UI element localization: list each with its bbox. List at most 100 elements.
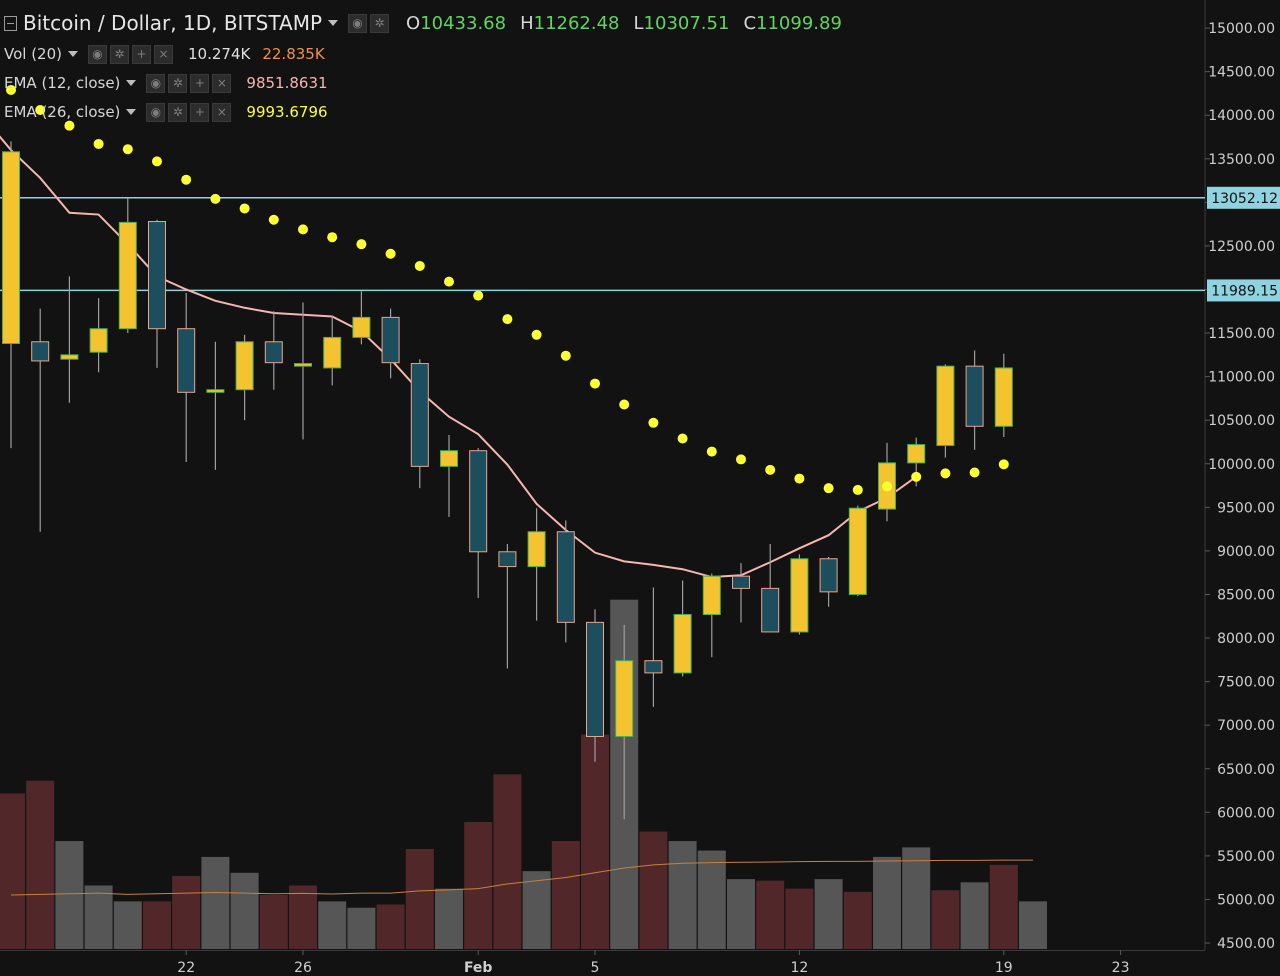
eye-icon[interactable]: ◉ — [88, 44, 108, 64]
plus-icon[interactable]: + — [190, 102, 210, 122]
gear-icon[interactable]: ✲ — [168, 102, 188, 122]
chevron-down-icon[interactable] — [68, 51, 79, 57]
price-tick-label: 8000.00 — [1217, 631, 1275, 647]
collapse-icon[interactable] — [4, 15, 17, 31]
ema26-point — [181, 174, 192, 185]
candle-body — [615, 660, 634, 738]
candle-body — [294, 363, 312, 367]
price-tick-label: 9000.00 — [1217, 544, 1275, 560]
ema26-point — [619, 399, 630, 410]
volume-bar — [259, 895, 288, 949]
gear-icon[interactable]: ✲ — [110, 44, 130, 64]
volume-bar — [756, 880, 785, 949]
candle-body — [410, 363, 429, 467]
volume-bar — [347, 907, 376, 949]
ema26-point — [706, 446, 717, 457]
volume-bar — [55, 841, 84, 949]
volume-bar — [493, 774, 522, 949]
eye-icon[interactable]: ◉ — [348, 13, 368, 33]
candle-body — [527, 531, 546, 568]
volume-bar — [873, 856, 901, 949]
ema26-point — [531, 329, 542, 340]
ema26-point — [35, 104, 46, 115]
eye-icon[interactable]: ◉ — [146, 73, 166, 93]
volume-ma-value: 22.835K — [262, 45, 325, 63]
candle-body — [556, 531, 575, 623]
ema26-point — [560, 350, 571, 361]
candle-body — [31, 341, 50, 362]
price-tick-label: 7000.00 — [1217, 718, 1275, 734]
price-tick-label: 5500.00 — [1217, 849, 1275, 865]
candle-body — [469, 450, 488, 553]
ema26-point — [794, 473, 805, 484]
ema26-point — [736, 454, 746, 465]
volume-bar — [376, 904, 405, 949]
volume-bar — [0, 793, 25, 949]
ema26-point — [239, 203, 250, 214]
price-tick-label: 14000.00 — [1208, 108, 1275, 124]
volume-bar — [289, 885, 317, 949]
candle-body — [702, 575, 721, 616]
ema26-point — [152, 156, 162, 167]
plus-icon[interactable]: + — [190, 73, 210, 93]
ema26-point — [911, 471, 922, 482]
price-tick-label: 11500.00 — [1208, 326, 1275, 342]
plus-icon[interactable]: + — [132, 44, 152, 64]
close-icon[interactable]: × — [212, 73, 232, 93]
ema26-point — [940, 468, 951, 479]
close-label: C — [743, 12, 757, 34]
gear-icon[interactable]: ✲ — [370, 13, 390, 33]
ema26-point — [823, 483, 834, 494]
time-tick-label: 5 — [591, 960, 600, 976]
volume-bar — [931, 890, 960, 949]
volume-bar — [113, 901, 142, 949]
eye-icon[interactable]: ◉ — [146, 102, 166, 122]
time-tick-label: 23 — [1112, 960, 1130, 976]
ema26-value: 9993.6796 — [246, 103, 328, 121]
ema26-point — [969, 467, 980, 478]
chevron-down-icon[interactable] — [328, 20, 339, 26]
ema26-point — [852, 484, 863, 495]
ema26-point — [648, 417, 659, 428]
volume-bar — [902, 847, 931, 949]
ema26-point — [6, 84, 16, 95]
candle-body — [644, 660, 663, 674]
price-tick-label: 6500.00 — [1217, 762, 1275, 778]
ema26-point — [385, 248, 396, 259]
close-icon[interactable]: × — [212, 102, 232, 122]
volume-bar — [697, 850, 726, 949]
candle-body — [2, 151, 20, 345]
volume-label[interactable]: Vol (20) — [4, 45, 63, 63]
ema26-point — [765, 464, 776, 475]
symbol-title[interactable]: Bitcoin / Dollar, 1D, BITSTAMP — [23, 11, 323, 35]
volume-bar — [172, 875, 201, 949]
close-icon[interactable]: × — [154, 44, 174, 64]
chevron-down-icon[interactable] — [126, 109, 137, 115]
ema26-label[interactable]: EMA (26, close) — [4, 103, 121, 121]
ema12-label[interactable]: EMA (12, close) — [4, 74, 121, 92]
chevron-down-icon[interactable] — [126, 80, 137, 86]
price-tick-label: 10500.00 — [1208, 413, 1275, 429]
high-value: 11262.48 — [533, 12, 620, 34]
ema26-point — [590, 378, 600, 389]
close-value: 11099.89 — [756, 12, 842, 34]
candle-body — [235, 341, 254, 391]
high-label: H — [520, 12, 534, 34]
volume-bar — [435, 888, 463, 949]
volume-bar — [727, 879, 755, 949]
volume-legend: Vol (20) ◉ ✲ + × 10.274K 22.835K — [4, 41, 325, 67]
gear-icon[interactable]: ✲ — [168, 73, 188, 93]
candle-body — [673, 614, 692, 674]
candle-body — [936, 365, 955, 446]
hline-price-label: 11989.15 — [1211, 283, 1278, 299]
ema26-point — [93, 138, 104, 149]
volume-bar — [201, 856, 230, 949]
ema26-point — [298, 224, 308, 235]
volume-bar — [26, 780, 55, 949]
volume-bar — [639, 831, 668, 949]
candle-body — [177, 328, 196, 393]
candle-body — [264, 341, 283, 364]
